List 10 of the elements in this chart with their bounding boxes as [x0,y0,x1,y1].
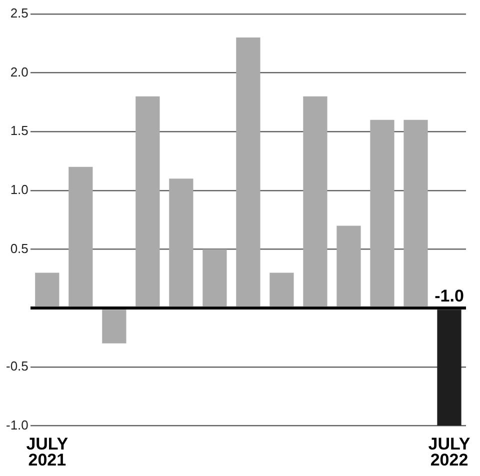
y-tick-label: -1.0 [6,417,28,432]
y-tick-label: 0.5 [10,240,28,256]
y-tick-label: 1.0 [10,182,28,198]
y-tick-label: 1.5 [10,123,28,138]
data-label: -1.0 [434,286,464,306]
y-tick-label: 2.0 [10,64,28,80]
y-tick-label: -0.5 [6,358,28,374]
y-tick-label: 2.5 [10,6,28,21]
x-tick-label: JULY 2021 [26,434,69,470]
x-tick-label: JULY 2022 [428,434,471,470]
